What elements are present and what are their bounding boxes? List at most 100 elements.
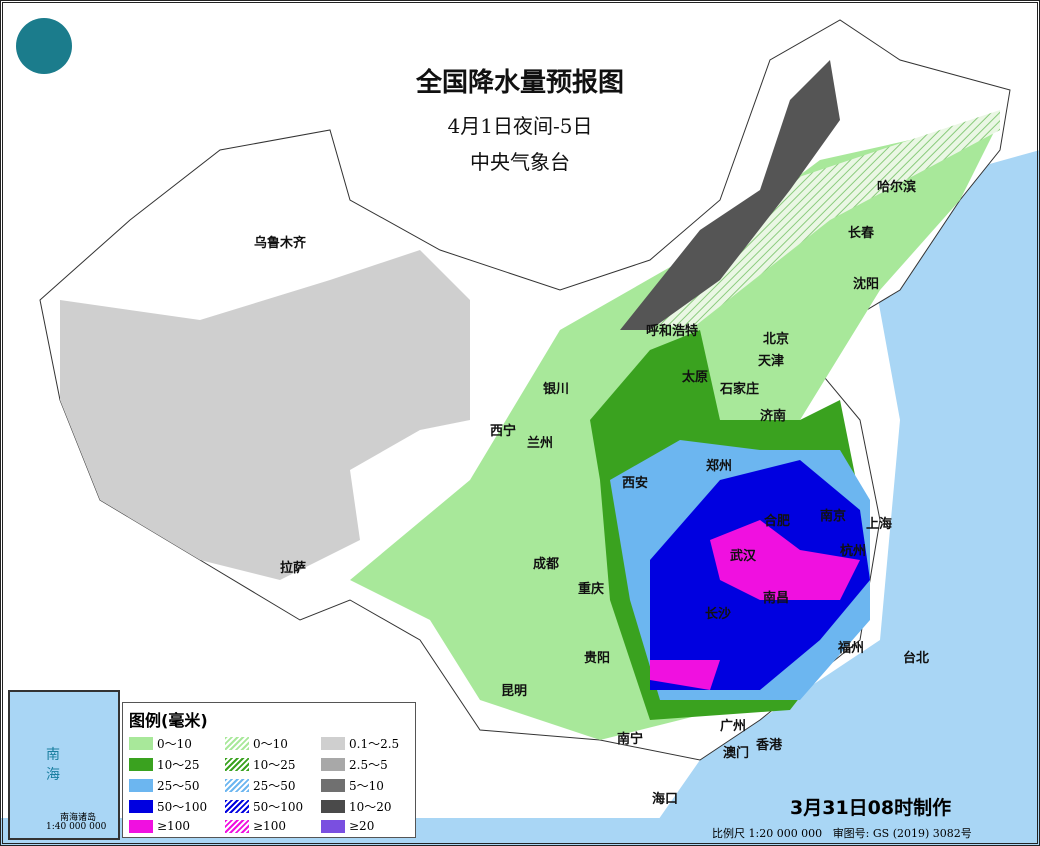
city-label: 呼和浩特 bbox=[646, 324, 699, 339]
city-label: 台北 bbox=[903, 651, 930, 666]
legend-item: ≥20 bbox=[321, 819, 421, 833]
legend-item: ≥100 bbox=[225, 819, 321, 833]
legend-item: 25～50 bbox=[225, 777, 321, 794]
city-label: 上海 bbox=[866, 517, 893, 532]
issued-time: 3月31日08时制作 bbox=[790, 797, 952, 819]
city-label: 拉萨 bbox=[280, 561, 307, 576]
legend-label: ≥20 bbox=[349, 819, 375, 833]
legend-label: 10～20 bbox=[349, 800, 392, 814]
inset-scale: 1:40 000 000 bbox=[46, 822, 107, 832]
legend-item: 10～25 bbox=[225, 756, 321, 773]
south-china-sea-inset: 南 海 南海诸岛 1:40 000 000 bbox=[8, 690, 120, 840]
legend-swatch bbox=[321, 819, 345, 833]
city-label: 石家庄 bbox=[720, 382, 760, 397]
legend-item: ≥100 bbox=[129, 819, 225, 833]
legend-item: 0～10 bbox=[129, 735, 225, 752]
scale-info: 比例尺 1:20 000 000 审图号: GS (2019) 3082号 bbox=[712, 825, 972, 841]
city-label: 南昌 bbox=[763, 591, 790, 606]
legend-label: 5～10 bbox=[349, 779, 384, 793]
legend-label: 25～50 bbox=[157, 779, 200, 793]
legend-item: 50～100 bbox=[129, 798, 225, 815]
region-hatch bbox=[640, 110, 1000, 330]
legend-item: 25～50 bbox=[129, 777, 225, 794]
legend-label: 0～10 bbox=[157, 737, 192, 751]
legend-label: 50～100 bbox=[253, 800, 304, 814]
legend-swatch bbox=[321, 737, 345, 750]
legend-item: 2.5～5 bbox=[321, 756, 421, 773]
legend-label: ≥100 bbox=[253, 819, 286, 833]
legend-swatch bbox=[321, 779, 345, 792]
legend-label: 25～50 bbox=[253, 779, 296, 793]
legend-item: 10～25 bbox=[129, 756, 225, 773]
legend-label: 2.5～5 bbox=[349, 758, 388, 772]
city-label: 济南 bbox=[760, 409, 787, 424]
city-label: 昆明 bbox=[501, 684, 528, 699]
legend-item: 10～20 bbox=[321, 798, 421, 815]
city-label: 重庆 bbox=[578, 582, 605, 597]
city-label: 银川 bbox=[543, 382, 570, 397]
city-label: 北京 bbox=[763, 332, 790, 347]
legend-swatch bbox=[225, 737, 249, 750]
legend-label: 50～100 bbox=[157, 800, 208, 814]
legend-swatch bbox=[129, 779, 153, 792]
city-label: 武汉 bbox=[730, 549, 757, 564]
city-label: 福州 bbox=[838, 641, 865, 656]
city-label: 西宁 bbox=[490, 424, 517, 439]
legend-swatch bbox=[225, 800, 249, 813]
city-label: 澳门 bbox=[723, 746, 750, 761]
city-label: 南宁 bbox=[617, 732, 644, 747]
city-label: 郑州 bbox=[706, 459, 733, 474]
city-label: 兰州 bbox=[527, 436, 554, 451]
legend-label: 0～10 bbox=[253, 737, 288, 751]
agency: 中央气象台 bbox=[470, 150, 570, 174]
cma-logo-icon bbox=[16, 18, 72, 74]
city-label: 太原 bbox=[682, 370, 709, 385]
city-label: 沈阳 bbox=[853, 277, 880, 292]
legend-swatch bbox=[129, 758, 153, 771]
city-label: 西安 bbox=[622, 476, 649, 491]
city-label: 杭州 bbox=[840, 544, 867, 559]
map-title: 全国降水量预报图 bbox=[415, 68, 624, 98]
region-light-gray bbox=[60, 250, 470, 580]
region-magenta bbox=[650, 520, 860, 690]
city-label: 成都 bbox=[533, 557, 560, 572]
legend-swatch bbox=[129, 819, 153, 833]
legend-item: 0.1～2.5 bbox=[321, 735, 421, 752]
legend-label: 0.1～2.5 bbox=[349, 737, 400, 751]
legend-swatch bbox=[225, 819, 249, 833]
city-label: 乌鲁木齐 bbox=[254, 236, 307, 251]
city-label: 哈尔滨 bbox=[877, 180, 917, 195]
city-label: 长沙 bbox=[705, 607, 732, 622]
map-subtitle: 4月1日夜间-5日 bbox=[447, 114, 593, 138]
legend-swatch bbox=[321, 758, 345, 771]
legend-swatch bbox=[225, 779, 249, 792]
region-dark-gray bbox=[620, 60, 840, 330]
legend-label: 10～25 bbox=[157, 758, 200, 772]
legend: 图例(毫米) 0～10 0～10 0.1～2.5 10～25 10～25 2.5～5 25～… bbox=[122, 702, 416, 838]
city-label: 合肥 bbox=[764, 514, 791, 529]
legend-item: 50～100 bbox=[225, 798, 321, 815]
legend-swatch bbox=[225, 758, 249, 771]
city-label: 长春 bbox=[848, 226, 875, 241]
city-label: 天津 bbox=[758, 354, 785, 369]
city-label: 南京 bbox=[820, 509, 847, 524]
map-number: 审图号: GS (2019) 3082号 bbox=[832, 827, 972, 840]
city-label: 海口 bbox=[652, 792, 679, 807]
legend-item: 0～10 bbox=[225, 735, 321, 752]
inset-islands-label: 南海诸岛 bbox=[60, 813, 97, 823]
city-label: 香港 bbox=[756, 738, 783, 753]
legend-title: 图例(毫米) bbox=[129, 711, 208, 730]
legend-label: 10～25 bbox=[253, 758, 296, 772]
city-label: 广州 bbox=[720, 719, 747, 734]
legend-label: ≥100 bbox=[157, 819, 190, 833]
sea bbox=[640, 150, 1040, 846]
city-label: 贵阳 bbox=[584, 651, 611, 666]
legend-swatch bbox=[129, 800, 153, 813]
legend-swatch bbox=[321, 800, 345, 813]
legend-item: 5～10 bbox=[321, 777, 421, 794]
legend-swatch bbox=[129, 737, 153, 750]
scale-text: 比例尺 1:20 000 000 bbox=[712, 827, 823, 840]
inset-sea-label: 南 海 bbox=[46, 747, 74, 783]
